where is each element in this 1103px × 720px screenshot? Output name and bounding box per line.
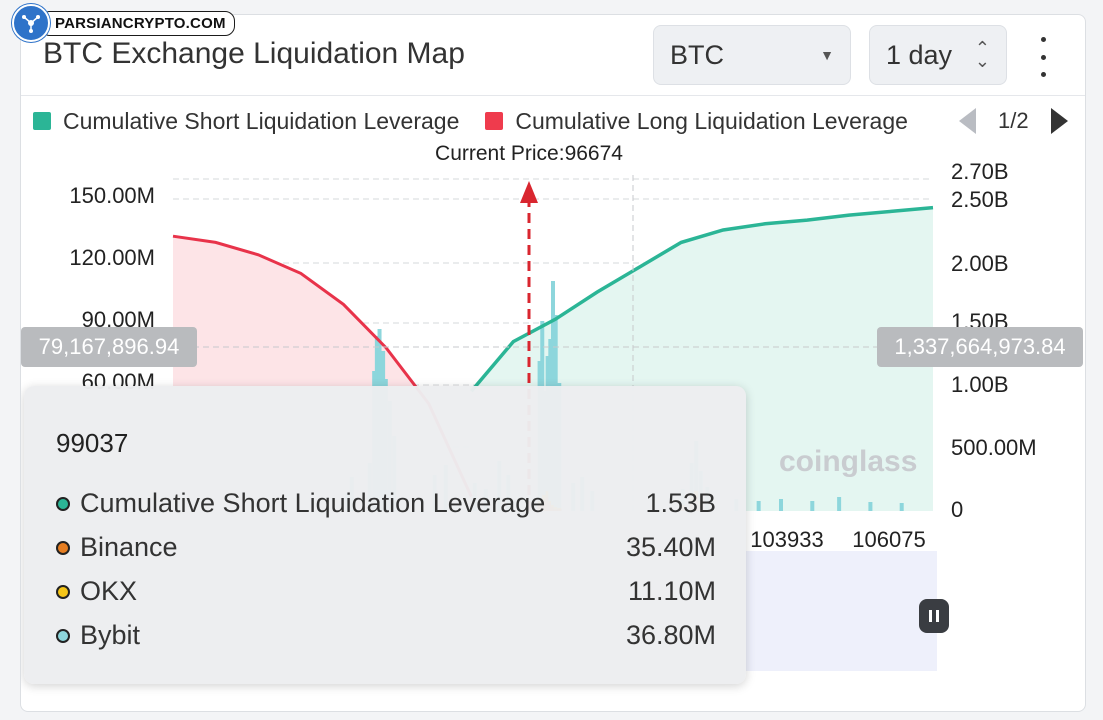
legend-label-long: Cumulative Long Liquidation Leverage <box>515 107 908 134</box>
tooltip-row: Binance 35.40M <box>56 532 716 563</box>
tooltip-value: 36.80M <box>625 620 716 650</box>
up-down-icon: ⌃ ⌄ <box>974 38 990 71</box>
legend-item-short[interactable]: Cumulative Short Liquidation Leverage <box>33 108 459 135</box>
bybit-bar <box>779 499 783 511</box>
legend-pager: 1/2 <box>959 107 1068 135</box>
right-axis-tick: 500.00M <box>951 435 1037 460</box>
tooltip-label: Bybit <box>80 620 141 650</box>
tooltip-value: 1.53B <box>645 488 716 518</box>
more-options-icon[interactable] <box>1031 37 1055 77</box>
current-price-label: Current Price:96674 <box>435 142 623 165</box>
bybit-bar <box>837 497 842 511</box>
pause-icon[interactable] <box>919 599 949 633</box>
short-cumulative-line <box>470 205 934 393</box>
tooltip-label: OKX <box>80 576 138 606</box>
left-axis-tick: 120.00M <box>69 245 155 270</box>
x-axis-tick: 103933 <box>750 527 823 552</box>
brand-logo-icon <box>12 4 50 42</box>
legend-swatch-long <box>485 112 504 130</box>
tooltip-dot-short <box>56 496 70 511</box>
coin-select[interactable]: BTC ▼ <box>653 25 851 85</box>
legend-page: 1/2 <box>998 108 1029 133</box>
caret-down-icon: ▼ <box>820 47 834 63</box>
bybit-bar <box>899 503 904 511</box>
bybit-bar <box>868 502 873 511</box>
brand-badge: PARSIANCRYPTO.COM <box>12 4 235 42</box>
tooltip-row: Bybit 36.80M <box>56 620 716 651</box>
tooltip-value: 35.40M <box>625 532 716 562</box>
bybit-bar <box>756 501 761 511</box>
page-title: BTC Exchange Liquidation Map <box>43 37 465 70</box>
x-axis-tick: 106075 <box>852 527 925 552</box>
legend-swatch-short <box>33 112 51 130</box>
next-page-icon[interactable] <box>1050 108 1068 134</box>
tooltip-dot-binance <box>56 540 70 555</box>
legend-item-long[interactable]: Cumulative Long Liquidation Leverage <box>485 108 908 135</box>
legend-label-short: Cumulative Short Liquidation Leverage <box>63 107 460 134</box>
coin-select-value: BTC <box>670 39 724 70</box>
tooltip-dot-bybit <box>56 628 70 643</box>
crosshair-right-value: 1,337,664,973.84 <box>877 327 1083 367</box>
legend: Cumulative Short Liquidation Leverage Cu… <box>33 107 933 137</box>
brand-text: PARSIANCRYPTO.COM <box>40 10 235 36</box>
crosshair-left-value: 79,167,896.94 <box>21 327 197 367</box>
tooltip-row: Cumulative Short Liquidation Leverage 1.… <box>56 488 716 519</box>
watermark-text: coinglass <box>779 445 917 478</box>
chart-tooltip: 99037 Cumulative Short Liquidation Lever… <box>24 386 746 684</box>
right-axis-tick: 2.00B <box>951 251 1009 276</box>
tooltip-value: 11.10M <box>627 576 716 606</box>
header-divider <box>21 95 1085 96</box>
prev-page-icon[interactable] <box>959 108 976 134</box>
right-axis-tick: 1.00B <box>951 372 1009 397</box>
left-axis-tick: 150.00M <box>69 183 155 208</box>
right-axis-tick: 0 <box>951 497 963 522</box>
tooltip-dot-okx <box>56 584 70 599</box>
zoom-brush <box>737 551 937 671</box>
right-axis-tick: 2.70B <box>951 159 1009 184</box>
tooltip-label: Cumulative Short Liquidation Leverage <box>80 488 546 518</box>
range-select-value: 1 day <box>886 39 953 70</box>
tooltip-row: OKX 11.10M <box>56 576 716 607</box>
bybit-bar <box>810 501 815 511</box>
range-select[interactable]: 1 day ⌃ ⌄ <box>869 25 1007 85</box>
tooltip-title: 99037 <box>56 428 129 458</box>
right-axis-tick: 2.50B <box>951 187 1009 212</box>
current-price-arrow <box>520 181 538 203</box>
tooltip-label: Binance <box>80 532 178 562</box>
liquidation-map-card: BTC Exchange Liquidation Map BTC ▼ 1 day… <box>20 14 1086 712</box>
